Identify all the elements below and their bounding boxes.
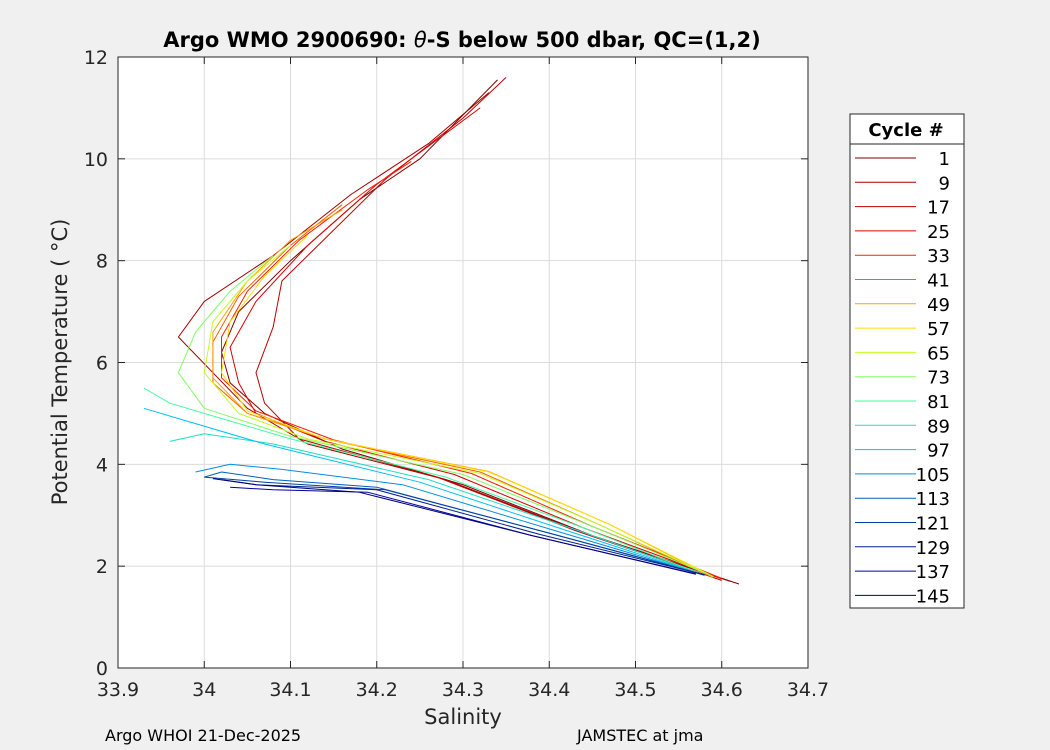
- series-line-cycle-145: [212, 478, 697, 575]
- legend-label: 89: [927, 416, 950, 437]
- axis-ticks: 33.9 34 34.1 34.2 34.3 34.4 34.5 34.6 34.7 0 2 4 6 8 1…: [84, 47, 829, 701]
- x-axis-label: Salinity: [424, 705, 502, 729]
- series-line-cycle-97: [143, 407, 705, 576]
- series-line-cycle-41: [212, 204, 714, 578]
- x-tick-label: 34.7: [787, 679, 829, 701]
- series-line-cycle-65: [203, 245, 714, 577]
- series-line-cycle-89: [169, 433, 705, 576]
- legend-box: [849, 113, 965, 609]
- series-line-cycle-1: [221, 79, 740, 585]
- series-line-cycle-57: [221, 234, 714, 577]
- y-axis-label: Potential Temperature ( °C): [48, 219, 72, 506]
- y-tick-label: 12: [84, 47, 108, 69]
- footer-left: Argo WHOI 21-Dec-2025: [105, 726, 301, 745]
- legend-label: 97: [927, 441, 950, 462]
- x-tick-label: 34.3: [442, 679, 484, 701]
- x-tick-label: 34.4: [528, 679, 570, 701]
- legend-label: 81: [927, 392, 950, 413]
- legend-label: 105: [916, 465, 950, 486]
- y-tick-label: 2: [96, 556, 108, 578]
- legend-label: 1: [939, 149, 950, 170]
- legend-title: Cycle #: [868, 120, 943, 141]
- legend-entries: 1 9 17 25 33 41 49 57 65 73 81 89 97 105 113 121 129 137 1…: [855, 149, 950, 607]
- legend-label: 113: [916, 489, 950, 510]
- series-line-cycle-9: [177, 92, 731, 582]
- legend-label: 65: [927, 343, 950, 364]
- y-tick-label: 4: [96, 454, 108, 476]
- legend-label: 57: [927, 319, 950, 340]
- legend-label: 33: [927, 246, 950, 267]
- legend-label: 121: [916, 514, 950, 535]
- x-tick-label: 34: [192, 679, 216, 701]
- series-line-cycle-121: [204, 476, 705, 576]
- x-tick-label: 34.1: [269, 679, 311, 701]
- x-tick-label: 34.6: [701, 679, 743, 701]
- footer-right: JAMSTEC at jma: [576, 726, 703, 745]
- y-tick-label: 6: [96, 353, 108, 375]
- x-tick-label: 33.9: [97, 679, 139, 701]
- legend-label: 73: [927, 368, 950, 389]
- legend-label: 9: [939, 173, 950, 194]
- legend-label: 41: [927, 271, 950, 292]
- series-line-cycle-105: [195, 463, 705, 576]
- y-tick-label: 0: [96, 658, 108, 680]
- legend: Cycle # 1 9 17 25 33 41 49 57 65 73 81 89 97 105 113 12…: [849, 113, 965, 609]
- chart-title: Argo WMO 2900690: θ-S below 500 dbar, QC…: [163, 28, 760, 52]
- legend-label: 129: [916, 538, 950, 559]
- series-line-cycle-33: [221, 160, 722, 579]
- legend-label: 145: [916, 586, 950, 607]
- y-tick-label: 10: [84, 149, 108, 171]
- legend-label: 17: [927, 198, 950, 219]
- series-line-cycle-73: [177, 255, 714, 577]
- legend-label: 25: [927, 222, 950, 243]
- series-line-cycle-81: [143, 387, 705, 576]
- x-tick-label: 34.5: [614, 679, 656, 701]
- y-tick-label: 8: [96, 251, 108, 273]
- legend-label: 49: [927, 295, 950, 316]
- legend-label: 137: [916, 562, 950, 583]
- x-tick-label: 34.2: [356, 679, 398, 701]
- series-layer: [143, 77, 740, 585]
